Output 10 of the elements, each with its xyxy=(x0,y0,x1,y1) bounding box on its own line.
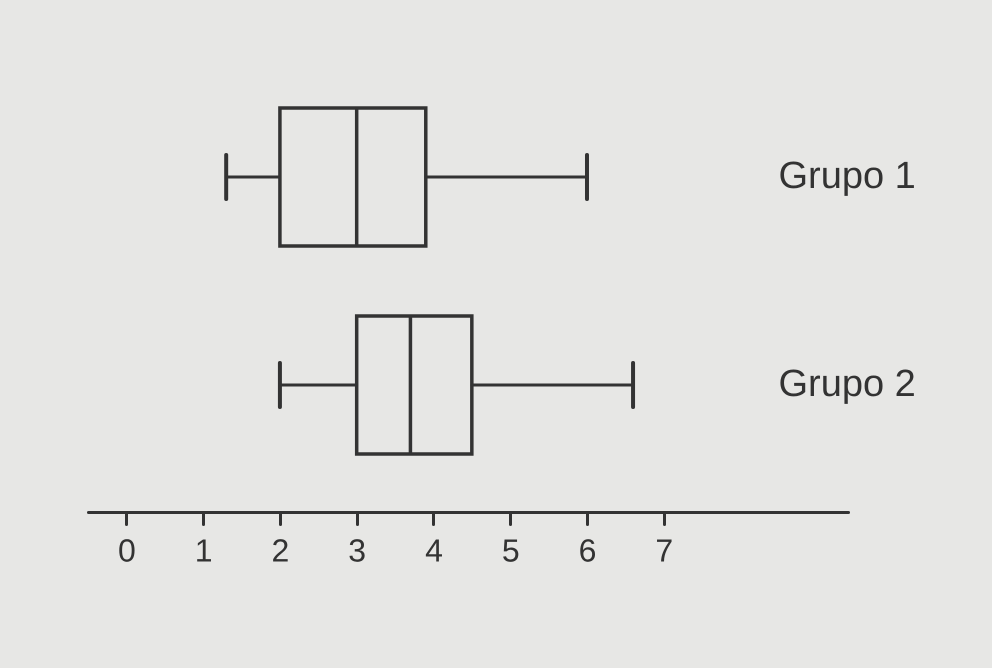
x-tick-label: 1 xyxy=(194,532,213,568)
y-tick-label: Grupo 2 xyxy=(778,363,916,406)
x-tick-label: 4 xyxy=(425,532,443,568)
x-tick-label: 6 xyxy=(578,532,596,568)
y-tick-label: Grupo 1 xyxy=(778,154,916,197)
x-tick-label: 2 xyxy=(272,532,290,568)
x-tick-label: 3 xyxy=(348,532,366,568)
x-tick-label: 7 xyxy=(655,532,674,568)
x-tick-label: 0 xyxy=(118,532,136,568)
x-tick-label: 5 xyxy=(502,532,520,568)
